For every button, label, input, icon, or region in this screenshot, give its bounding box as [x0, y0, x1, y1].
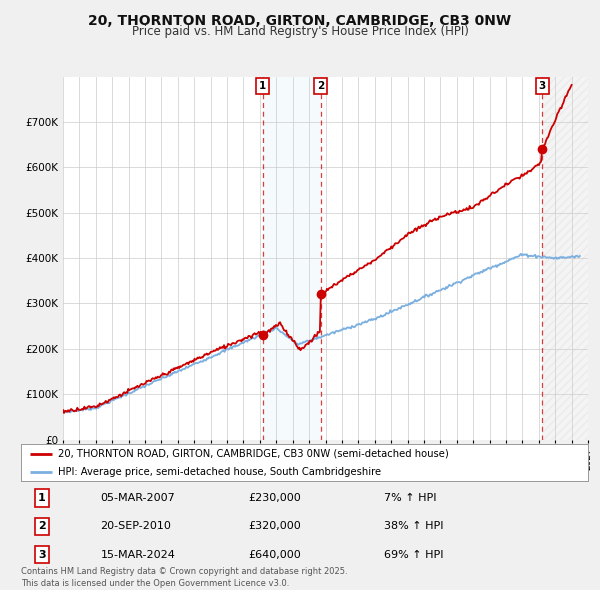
Text: Contains HM Land Registry data © Crown copyright and database right 2025.
This d: Contains HM Land Registry data © Crown c… — [21, 568, 347, 588]
Text: 20-SEP-2010: 20-SEP-2010 — [100, 522, 171, 531]
Text: 3: 3 — [38, 550, 46, 559]
Text: 38% ↑ HPI: 38% ↑ HPI — [384, 522, 443, 531]
Text: £640,000: £640,000 — [248, 550, 301, 559]
Text: Price paid vs. HM Land Registry's House Price Index (HPI): Price paid vs. HM Land Registry's House … — [131, 25, 469, 38]
Text: 15-MAR-2024: 15-MAR-2024 — [100, 550, 175, 559]
Text: 1: 1 — [38, 493, 46, 503]
Text: £320,000: £320,000 — [248, 522, 301, 531]
Text: 2: 2 — [38, 522, 46, 531]
Bar — [263, 77, 321, 440]
Text: 69% ↑ HPI: 69% ↑ HPI — [384, 550, 443, 559]
Text: £230,000: £230,000 — [248, 493, 301, 503]
Bar — [542, 77, 588, 440]
Text: 20, THORNTON ROAD, GIRTON, CAMBRIDGE, CB3 0NW (semi-detached house): 20, THORNTON ROAD, GIRTON, CAMBRIDGE, CB… — [58, 449, 449, 458]
Text: 20, THORNTON ROAD, GIRTON, CAMBRIDGE, CB3 0NW: 20, THORNTON ROAD, GIRTON, CAMBRIDGE, CB… — [88, 14, 512, 28]
Text: 1: 1 — [259, 81, 266, 91]
Text: 7% ↑ HPI: 7% ↑ HPI — [384, 493, 436, 503]
Text: 3: 3 — [539, 81, 546, 91]
Text: 2: 2 — [317, 81, 325, 91]
Text: 05-MAR-2007: 05-MAR-2007 — [100, 493, 175, 503]
Text: HPI: Average price, semi-detached house, South Cambridgeshire: HPI: Average price, semi-detached house,… — [58, 467, 381, 477]
